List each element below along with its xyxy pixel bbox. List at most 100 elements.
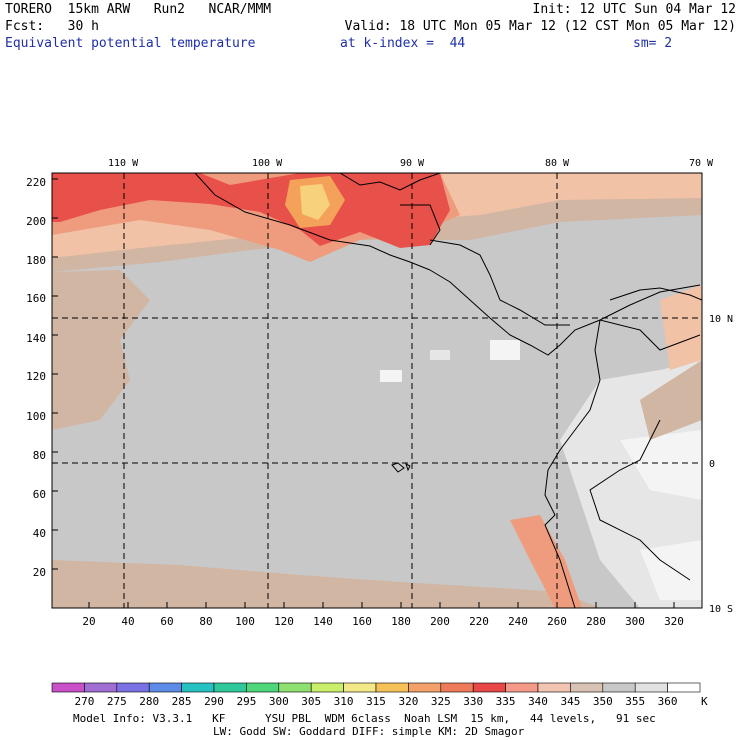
coast-yucatan	[339, 173, 441, 191]
colorbar-label: 280	[139, 695, 159, 708]
colorbar-swatch	[634, 682, 668, 693]
coast-central-america	[429, 269, 701, 356]
coastlines	[194, 173, 702, 608]
level-info: at k-index = 44	[340, 36, 466, 51]
y-tick-160: 160	[26, 292, 46, 305]
lon-label-70w: 70 W	[689, 158, 714, 169]
lat-label-10n: 10 N	[709, 314, 733, 325]
lat-label-0: 0	[709, 459, 715, 470]
field-light-patch-3	[430, 350, 450, 360]
field-tan-south	[52, 560, 600, 608]
lat-labels: 10 N 0 10 S	[709, 314, 733, 615]
x-tick-120: 120	[274, 615, 294, 628]
colorbar-swatch	[84, 682, 118, 693]
lon-label-100w: 100 W	[252, 158, 283, 169]
colorbar-label: 340	[528, 695, 548, 708]
coast-south-america	[544, 319, 601, 608]
colorbar-label: 345	[560, 695, 580, 708]
colorbar-unit: K	[701, 695, 708, 708]
colorbar-swatch	[667, 682, 701, 693]
y-tick-80: 80	[33, 449, 46, 462]
colorbar-swatch	[375, 682, 409, 693]
x-tick-220: 220	[469, 615, 489, 628]
y-tick-60: 60	[33, 488, 46, 501]
colorbar-label: 350	[593, 695, 613, 708]
colorbar-label: 310	[334, 695, 354, 708]
colorbar-label: 325	[431, 695, 451, 708]
field-peru-coast	[510, 515, 582, 608]
valid-time: Valid: 18 UTC Mon 05 Mar 12 (12 CST Mon …	[344, 19, 736, 34]
x-tick-320: 320	[664, 615, 684, 628]
lon-label-110w: 110 W	[108, 158, 139, 169]
colorbar-label: 305	[301, 695, 321, 708]
x-tick-300: 300	[625, 615, 645, 628]
x-tick-240: 240	[508, 615, 528, 628]
x-tick-260: 260	[547, 615, 567, 628]
x-tick-100: 100	[235, 615, 255, 628]
x-tick-140: 140	[313, 615, 333, 628]
field-land-white-1	[620, 430, 702, 500]
x-tick-160: 160	[352, 615, 372, 628]
y-tick-20: 20	[33, 566, 46, 579]
forecast-hour: Fcst: 30 h	[5, 19, 99, 34]
map-frame	[51, 172, 703, 609]
y-tick-labels: 220 200 180 160 140 120 100 80 60 40 20	[26, 176, 46, 579]
lon-label-80w: 80 W	[545, 158, 570, 169]
colorbar-swatch	[278, 682, 312, 693]
field-peach-east	[660, 285, 702, 370]
coast-mexico	[194, 173, 431, 271]
colorbar-label: 360	[658, 695, 678, 708]
field-red-core	[52, 173, 450, 248]
field-name: Equivalent potential temperature	[5, 36, 256, 51]
field-yellow-pocket	[300, 184, 330, 220]
x-tick-280: 280	[586, 615, 606, 628]
model-title: TORERO 15km ARW Run2 NCAR/MMM	[5, 2, 272, 17]
x-tick-labels: 20 40 60 80 100 120 140 160 180 200 220 …	[82, 615, 684, 628]
colorbar-label: 330	[463, 695, 483, 708]
x-tick-180: 180	[391, 615, 411, 628]
colorbar-swatch	[570, 682, 604, 693]
colorbar-label: 300	[269, 695, 289, 708]
axis-ticks	[52, 178, 675, 608]
coast-cuba	[609, 287, 702, 301]
colorbar-label: 270	[74, 695, 94, 708]
colorbar-swatch	[440, 682, 474, 693]
colorbar	[51, 682, 701, 693]
galapagos	[391, 462, 411, 473]
lat-label-10s: 10 S	[709, 604, 733, 615]
colorbar-label: 320	[398, 695, 418, 708]
colorbar-swatch	[116, 682, 150, 693]
smoothing-info: sm= 2	[633, 36, 673, 51]
colorbar-label: 315	[366, 695, 386, 708]
colorbar-swatch	[343, 682, 377, 693]
colorbar-swatch	[310, 682, 344, 693]
field-tan-west	[52, 270, 150, 430]
model-info: Model Info: V3.3.1 KF YSU PBL WDM 6class…	[73, 712, 656, 725]
y-tick-200: 200	[26, 215, 46, 228]
graticule	[52, 173, 702, 608]
x-tick-60: 60	[160, 615, 173, 628]
border-guatemala	[400, 204, 441, 246]
colorbar-swatch	[246, 682, 280, 693]
theta-e-field	[52, 173, 702, 608]
colorbar-labels: 270 275 280 285 290 295 300 305 310 315 320 325 330 3…	[74, 695, 677, 708]
border-north	[599, 319, 701, 351]
colorbar-swatch	[408, 682, 442, 693]
field-white-patch-2	[490, 340, 520, 360]
field-white-patch-1	[380, 370, 402, 382]
colorbar-swatch	[537, 682, 571, 693]
border-andes	[589, 419, 691, 581]
x-tick-80: 80	[199, 615, 212, 628]
y-tick-100: 100	[26, 410, 46, 423]
colorbar-label: 335	[496, 695, 516, 708]
colorbar-swatch	[472, 682, 506, 693]
colorbar-label: 285	[172, 695, 192, 708]
init-time: Init: 12 UTC Sun 04 Mar 12	[532, 2, 737, 17]
physics-info: LW: Godd SW: Goddard DIFF: simple KM: 2D…	[213, 725, 525, 738]
colorbar-swatch	[51, 682, 85, 693]
coast-caribbean-central-america	[429, 239, 570, 326]
x-tick-40: 40	[121, 615, 134, 628]
colorbar-swatch	[505, 682, 539, 693]
y-tick-140: 140	[26, 332, 46, 345]
